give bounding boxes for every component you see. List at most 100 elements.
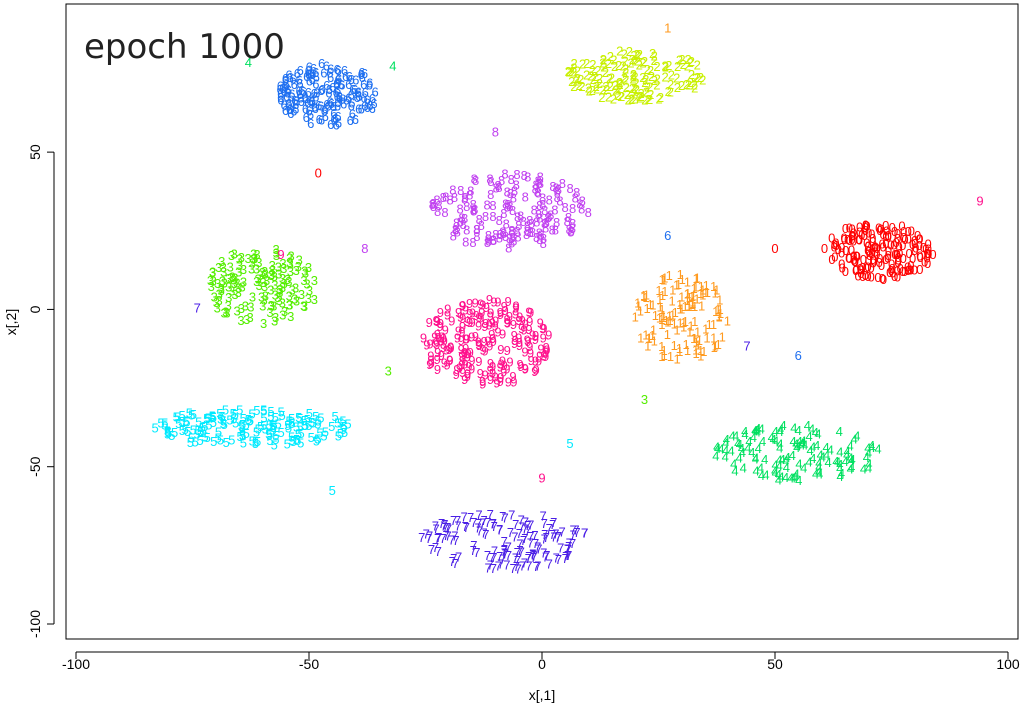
digit-point-8: 8 [576, 196, 583, 211]
digit-point-5: 5 [277, 405, 284, 420]
digit-point-5: 5 [214, 430, 221, 445]
digit-point-4: 4 [752, 452, 759, 467]
digit-point-9: 9 [504, 312, 511, 327]
digit-point-3: 3 [210, 273, 217, 288]
digit-point-6: 6 [355, 101, 362, 116]
digit-point-6: 6 [371, 84, 378, 99]
digit-point-7: 7 [455, 549, 462, 564]
digit-point-7: 7 [499, 552, 506, 567]
digit-point-4: 4 [843, 444, 850, 459]
digit-point-9: 9 [486, 339, 493, 354]
digit-point-0: 0 [848, 242, 855, 257]
digit-point-8: 8 [513, 177, 520, 192]
digit-point-7: 7 [490, 516, 497, 531]
digit-point-8: 8 [467, 184, 474, 199]
digit-point-1: 1 [689, 297, 696, 312]
digit-point-5: 5 [301, 413, 308, 428]
digit-point-6: 6 [348, 98, 355, 113]
digit-point-0: 0 [864, 260, 871, 275]
digit-point-0: 0 [846, 220, 853, 235]
digit-point-0: 0 [921, 254, 928, 269]
digit-point-7: 7 [488, 550, 495, 565]
digit-point-5: 5 [285, 413, 292, 428]
digit-point-2: 2 [616, 76, 623, 91]
digit-point-4: 4 [836, 424, 843, 439]
digit-point-7: 7 [581, 526, 588, 541]
digit-point-5: 5 [188, 431, 195, 446]
digit-point-7: 7 [501, 543, 508, 558]
digit-point-6: 6 [293, 94, 300, 109]
digit-point-0: 0 [895, 240, 902, 255]
digit-point-5: 5 [288, 411, 295, 426]
digit-point-7: 7 [512, 551, 519, 566]
digit-point-6: 6 [323, 97, 330, 112]
digit-point-9: 9 [463, 331, 470, 346]
digit-point-9: 9 [481, 319, 488, 334]
digit-point-0: 0 [856, 220, 863, 235]
digit-point-1: 1 [661, 284, 668, 299]
digit-point-8: 8 [514, 210, 521, 225]
digit-point-5: 5 [317, 410, 324, 425]
digit-point-4: 4 [863, 450, 870, 465]
digit-point-3: 3 [253, 247, 260, 262]
digit-point-8: 8 [569, 221, 576, 236]
digit-point-6: 6 [302, 91, 309, 106]
digit-point-1: 1 [646, 331, 653, 346]
digit-point-8: 8 [547, 208, 554, 223]
digit-point-0: 0 [854, 268, 861, 283]
digit-point-1: 1 [676, 344, 683, 359]
digit-point-8: 8 [585, 205, 592, 220]
digit-point-0: 0 [894, 231, 901, 246]
digit-point-0: 0 [852, 254, 859, 269]
y-axis-label: x[,2] [3, 309, 19, 335]
digit-point-8: 8 [442, 190, 449, 205]
plot-frame [65, 3, 1019, 640]
digit-point-1: 1 [710, 279, 717, 294]
digit-point-7: 7 [541, 531, 548, 546]
digit-point-5: 5 [331, 409, 338, 424]
digit-point-9: 9 [433, 337, 440, 352]
digit-point-5: 5 [183, 415, 190, 430]
digit-point-1: 1 [658, 312, 665, 327]
digit-point-1: 1 [661, 348, 668, 363]
digit-point-8: 8 [514, 230, 521, 245]
digit-point-9: 9 [446, 353, 453, 368]
digit-point-0: 0 [925, 247, 932, 262]
digit-point-6: 6 [277, 93, 284, 108]
digit-point-0: 0 [905, 224, 912, 239]
digit-point-5: 5 [285, 421, 292, 436]
digit-point-8: 8 [473, 222, 480, 237]
digit-point-0: 0 [905, 246, 912, 261]
digit-point-0: 0 [866, 248, 873, 263]
digit-point-0: 0 [882, 252, 889, 267]
digit-point-3: 3 [254, 272, 261, 287]
digit-point-1: 1 [664, 327, 671, 342]
digit-point-2: 2 [631, 81, 638, 96]
digit-point-8: 8 [510, 234, 517, 249]
digit-point-9: 9 [444, 308, 451, 323]
digit-point-2: 2 [636, 47, 643, 62]
digit-point-0: 0 [869, 234, 876, 249]
digit-point-8: 8 [500, 226, 507, 241]
digit-point-2: 2 [624, 87, 631, 102]
digit-point-4: 4 [827, 442, 834, 457]
digit-point-1: 1 [685, 299, 692, 314]
digit-point-4: 4 [832, 454, 839, 469]
digit-point-0: 0 [899, 264, 906, 279]
digit-point-0: 0 [875, 221, 882, 236]
digit-point-7: 7 [581, 525, 588, 540]
digit-point-8: 8 [572, 191, 579, 206]
digit-point-4: 4 [754, 422, 761, 437]
digit-point-8: 8 [554, 183, 561, 198]
digit-point-9: 9 [497, 370, 504, 385]
digit-point-8: 8 [568, 223, 575, 238]
digit-point-3: 3 [235, 281, 242, 296]
digit-point-5: 5 [197, 424, 204, 439]
digit-point-5: 5 [295, 426, 302, 441]
digit-point-4: 4 [727, 443, 734, 458]
digit-point-7: 7 [487, 507, 494, 522]
digit-point-5: 5 [195, 415, 202, 430]
digit-point-3: 3 [267, 298, 274, 313]
digit-point-1: 1 [724, 313, 731, 328]
